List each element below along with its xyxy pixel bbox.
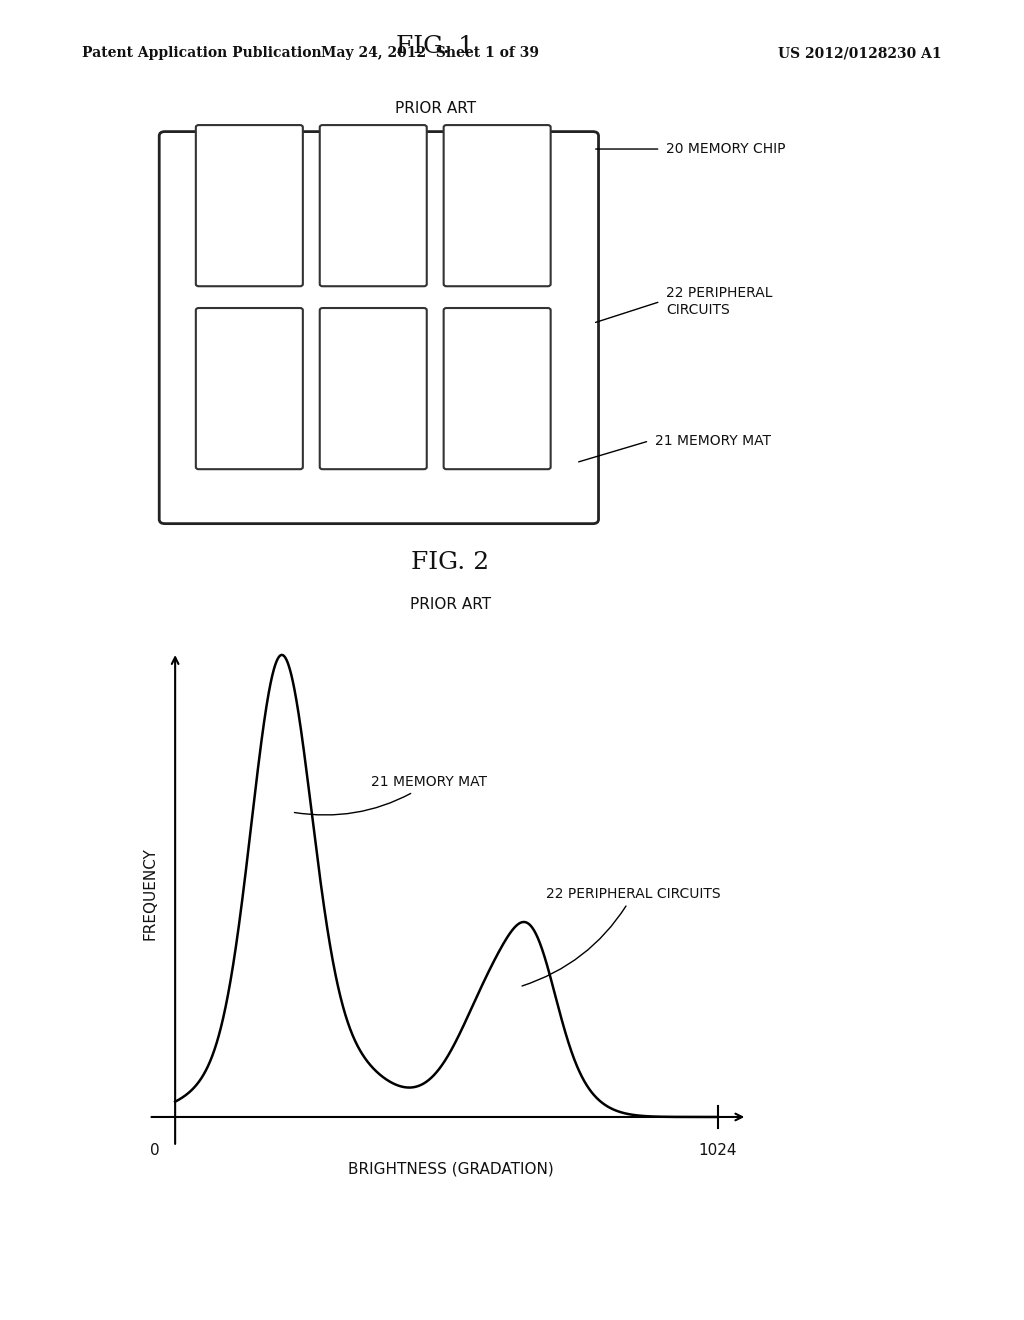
Text: PRIOR ART: PRIOR ART (394, 102, 476, 116)
Text: FIG. 2: FIG. 2 (412, 552, 489, 574)
FancyBboxPatch shape (160, 132, 598, 524)
Text: 21 MEMORY MAT: 21 MEMORY MAT (295, 775, 487, 814)
Text: 20 MEMORY CHIP: 20 MEMORY CHIP (667, 143, 785, 156)
Text: 22 PERIPHERAL CIRCUITS: 22 PERIPHERAL CIRCUITS (522, 887, 721, 986)
FancyBboxPatch shape (196, 308, 303, 469)
FancyBboxPatch shape (196, 125, 303, 286)
Text: US 2012/0128230 A1: US 2012/0128230 A1 (778, 46, 942, 61)
Text: May 24, 2012  Sheet 1 of 39: May 24, 2012 Sheet 1 of 39 (322, 46, 539, 61)
Text: 0: 0 (150, 1143, 160, 1158)
Text: 21 MEMORY MAT: 21 MEMORY MAT (655, 434, 771, 447)
Text: FREQUENCY: FREQUENCY (142, 847, 158, 940)
Text: BRIGHTNESS (GRADATION): BRIGHTNESS (GRADATION) (348, 1162, 553, 1176)
FancyBboxPatch shape (319, 125, 427, 286)
Text: 1024: 1024 (698, 1143, 736, 1158)
Text: PRIOR ART: PRIOR ART (410, 597, 492, 611)
FancyBboxPatch shape (443, 308, 551, 469)
Text: Patent Application Publication: Patent Application Publication (82, 46, 322, 61)
Text: 22 PERIPHERAL
CIRCUITS: 22 PERIPHERAL CIRCUITS (667, 286, 773, 317)
FancyBboxPatch shape (443, 125, 551, 286)
Text: FIG. 1: FIG. 1 (396, 34, 474, 58)
FancyBboxPatch shape (319, 308, 427, 469)
